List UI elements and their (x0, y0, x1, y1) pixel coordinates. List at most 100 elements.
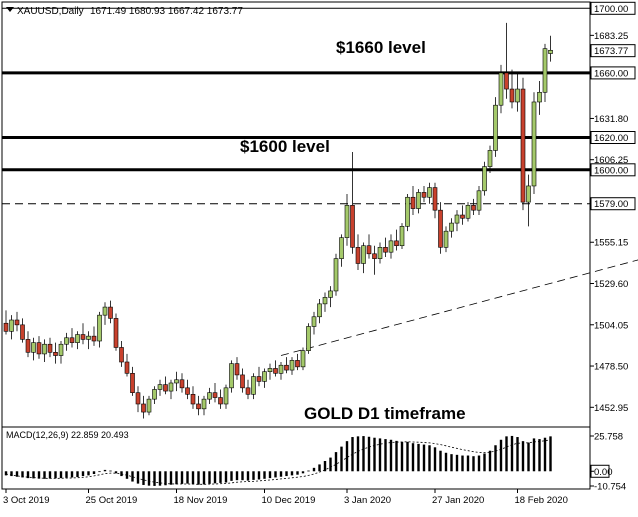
macd-bar (499, 439, 503, 472)
macd-bar (466, 455, 470, 472)
level-1600-annotation: $1600 level (240, 137, 330, 156)
macd-bar (147, 471, 151, 486)
candle (498, 64, 504, 114)
chart-header: XAUUSD,Daily 1671.49 1680.93 1667.42 167… (6, 6, 243, 17)
candle-body-bull (42, 343, 47, 355)
macd-bar (527, 442, 530, 472)
candle (465, 202, 471, 222)
candle (322, 292, 328, 312)
macd-bar (543, 437, 547, 472)
time-label: 10 Dec 2019 (262, 495, 316, 506)
candle (531, 92, 537, 195)
candle-body-bear (113, 318, 119, 348)
candle (394, 229, 399, 251)
macd-bar (417, 443, 420, 472)
candle-body-bull (333, 258, 339, 292)
candle (163, 376, 168, 395)
channel-line-upper[interactable] (280, 21, 638, 356)
candle (366, 234, 372, 259)
macd-bar (169, 471, 173, 485)
candle-body-bull (289, 360, 295, 371)
time-axis: 3 Oct 2019 25 Oct 2019 18 Nov 2019 10 Dec 2… (3, 489, 568, 506)
candle (124, 353, 130, 377)
macd-bar (455, 454, 459, 472)
price-label: 1620.00 (594, 133, 628, 144)
candle (520, 77, 526, 211)
macd-bar (246, 471, 250, 481)
candle-body-bull (526, 185, 531, 203)
candle-body-bear (25, 339, 31, 353)
candle-body-bear (438, 209, 443, 248)
candle (515, 72, 520, 112)
candle-body-bull (498, 72, 504, 106)
candle (80, 323, 86, 345)
candle (212, 382, 218, 403)
dropdown-triangle-icon[interactable] (6, 7, 14, 12)
macd-bar (301, 471, 305, 474)
macd-bar (92, 471, 96, 475)
candle-body-bear (350, 205, 355, 248)
candle-body-bear (504, 72, 509, 90)
candle-body-bull (229, 363, 234, 389)
candle (449, 218, 454, 238)
price-axis: 1700.00 1683.25 1673.77 1660.00 1631.80 1620.… (590, 1, 636, 493)
candle (454, 210, 460, 232)
candle-body-bear (53, 352, 58, 356)
macd-bar (428, 445, 431, 472)
candle-body-bear (295, 360, 300, 368)
candle-body-bull (482, 166, 487, 192)
macd-bar (65, 471, 68, 478)
candle-body-bull (64, 337, 69, 345)
candle-body-bear (179, 379, 185, 389)
candle (53, 342, 58, 364)
macd-bar (213, 471, 217, 484)
candle (9, 315, 14, 340)
chart-frame (1, 1, 591, 490)
candle (416, 189, 421, 214)
macd-bar (191, 471, 195, 485)
macd-label: MACD(12,26,9) 22.859 20.493 (6, 430, 129, 440)
candles (3, 22, 553, 419)
candle-body-bear (410, 196, 416, 209)
macd-bar (422, 444, 426, 472)
candle (223, 384, 229, 409)
candle (174, 371, 179, 392)
candle (438, 202, 443, 254)
candle (399, 223, 405, 249)
macd-bar (252, 471, 255, 480)
candle (350, 152, 355, 254)
macd-bar (439, 450, 442, 472)
macd-bar (472, 456, 475, 472)
candle-body-bear (108, 306, 113, 319)
macd-bar (323, 461, 327, 472)
candle-body-bear (394, 240, 399, 247)
candle-body-bull (306, 326, 311, 351)
macd-bar (175, 471, 178, 485)
macd-bar (109, 470, 112, 472)
candle-body-bull (427, 187, 432, 198)
candle-body-bull (339, 237, 344, 259)
candle-body-bull (416, 192, 421, 209)
candle (108, 300, 113, 324)
candle-body-bear (20, 324, 25, 340)
candle (58, 341, 64, 364)
candle (487, 145, 493, 174)
price-label-box (590, 44, 636, 58)
candle (377, 242, 383, 264)
macd-bar (180, 471, 184, 484)
candle-body-bull (361, 245, 366, 264)
macd-bar (400, 441, 404, 472)
candle-body-bear (130, 373, 135, 393)
candle-body-bull (531, 101, 537, 187)
macd-bar (98, 471, 101, 473)
macd-bar (395, 440, 398, 472)
macd-bar (186, 471, 189, 484)
candle-body-bull (251, 376, 256, 395)
macd-bar (21, 471, 24, 478)
candle-body-bull (449, 222, 454, 232)
candle (306, 323, 311, 354)
macd-bar (318, 464, 321, 472)
candle-body-bear (245, 387, 251, 395)
macd-bar (241, 471, 244, 481)
candle (328, 286, 333, 308)
